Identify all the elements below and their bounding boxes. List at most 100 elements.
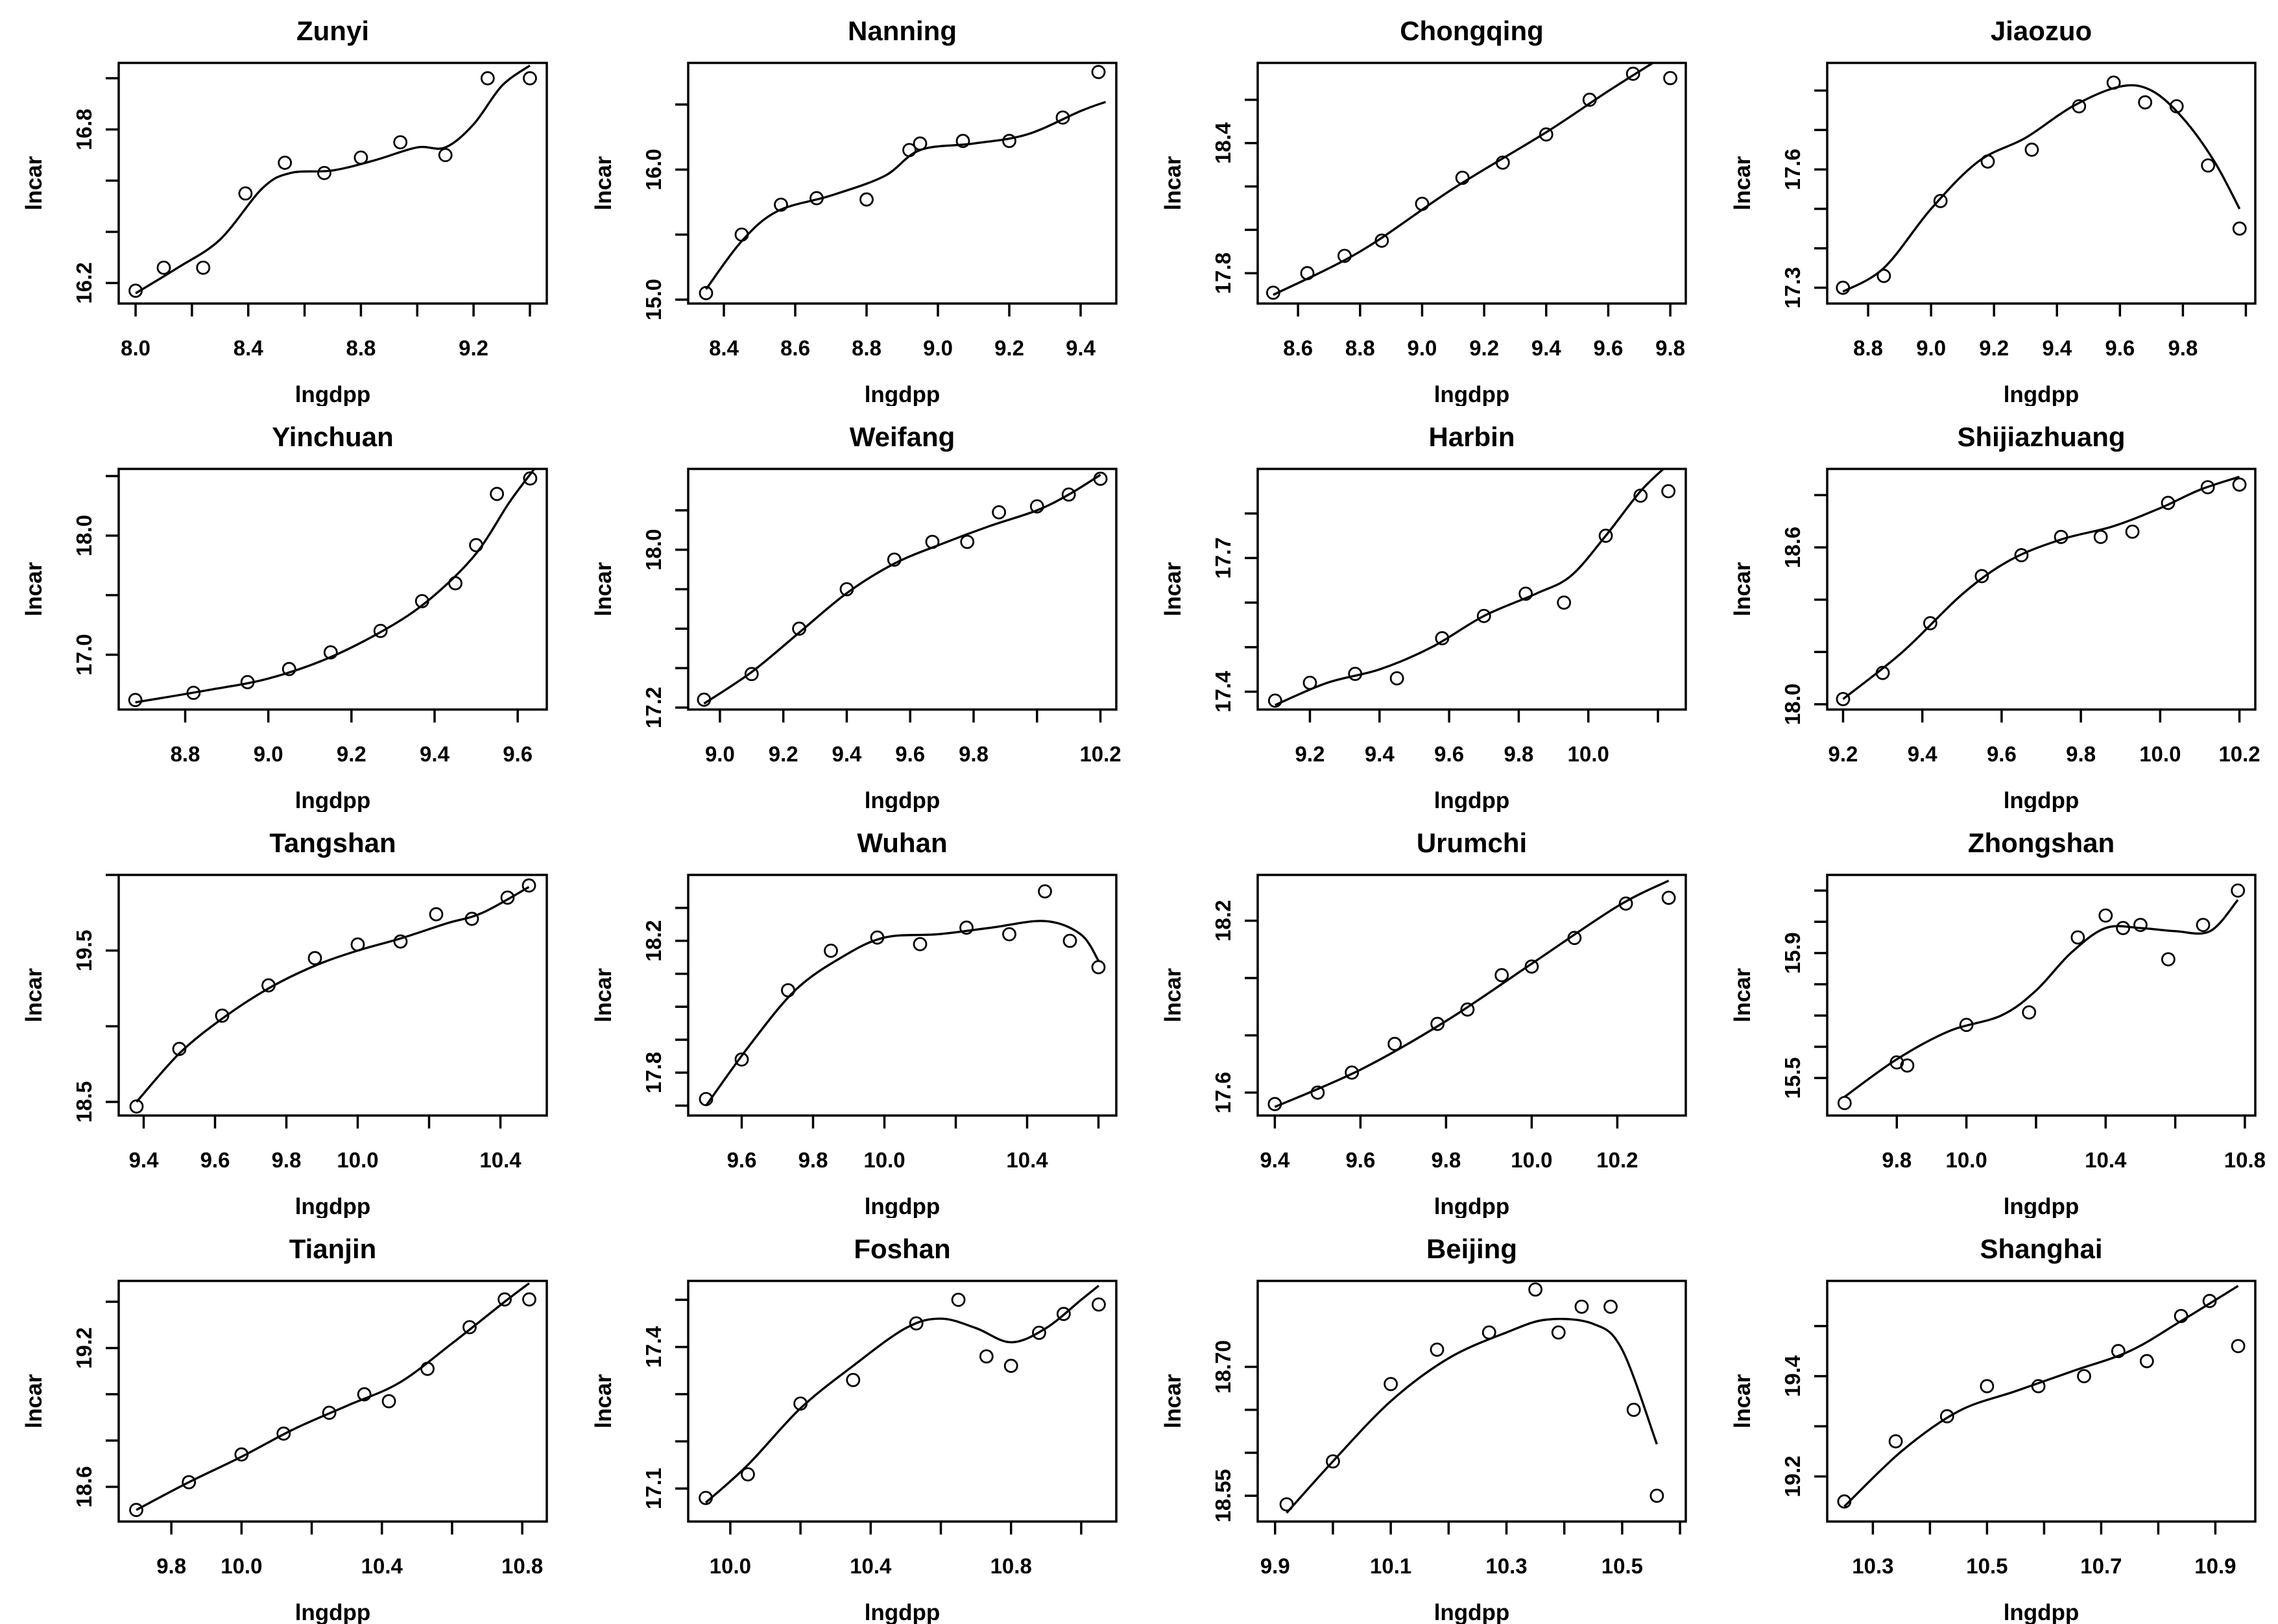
x-tick-label: 9.9 [1260, 1554, 1290, 1578]
data-point [1476, 608, 1491, 623]
x-tick-label: 10.3 [1852, 1554, 1893, 1578]
fit-curve [136, 1282, 530, 1511]
y-axis-title: lncar [591, 562, 616, 616]
x-tick-label: 9.4 [129, 1148, 160, 1172]
data-point [2125, 524, 2140, 539]
x-tick-label: 9.8 [156, 1554, 186, 1578]
data-point [2133, 918, 2148, 932]
data-point [1056, 1307, 1071, 1321]
x-tick-label: 10.8 [990, 1554, 1032, 1578]
data-point [1836, 280, 1851, 295]
plot-canvas-shanghai: Shanghai 10.3 10.5 10.7 10.9 19.2 19.4 lngdpp ln… [1730, 1234, 2257, 1624]
x-tick-label: 9.2 [1469, 336, 1499, 360]
data-point [1524, 959, 1539, 974]
fit-curve [1843, 899, 2239, 1098]
plot-canvas-tianjin: Tianjin 9.8 10.0 10.4 10.8 18.6 19.2 lngdpp lnca… [21, 1234, 548, 1624]
x-tick-label: 10.0 [2139, 742, 2181, 766]
x-tick-label: 10.8 [501, 1554, 543, 1578]
x-tick-label: 9.0 [1916, 336, 1946, 360]
y-tick-label: 18.70 [1211, 1340, 1235, 1394]
data-point [2161, 952, 2176, 966]
fit-curve [1274, 879, 1670, 1108]
x-axis-title: lngdpp [1434, 788, 1510, 812]
data-point [992, 505, 1007, 519]
plot-box [1826, 1280, 2257, 1523]
y-tick-label: 18.4 [1211, 122, 1235, 164]
plot-title: Harbin [1428, 422, 1515, 452]
x-axis-title: lngdpp [2004, 788, 2080, 812]
plot-box [1826, 468, 2257, 711]
data-point [1836, 691, 1851, 706]
subplot-beijing: Beijing 9.9 10.1 10.3 10.5 18.55 18.70 lngdpp ln… [1139, 1218, 1709, 1624]
data-point [697, 692, 712, 707]
plot-canvas-nanning: Nanning 8.4 8.6 8.8 9.0 9.2 9.4 15.0 16.0 lngdpp l… [591, 16, 1118, 406]
data-point [960, 534, 975, 549]
data-point [1310, 1085, 1325, 1100]
x-tick-label: 9.6 [503, 742, 533, 766]
y-tick-label: 19.4 [1780, 1355, 1804, 1397]
fit-curve [705, 920, 1099, 1106]
y-axis-title: lncar [591, 1374, 616, 1428]
data-point [2232, 221, 2247, 236]
x-tick-label: 9.0 [705, 742, 735, 766]
x-tick-label: 10.2 [1079, 742, 1121, 766]
y-axis-title: lncar [1160, 156, 1186, 210]
fit-curve [1275, 469, 1666, 706]
data-point [323, 645, 338, 660]
plot-canvas-shijiazhuang: Shijiazhuang 9.2 9.4 9.6 9.8 10.0 10.2 18.0 18.6… [1730, 422, 2260, 812]
x-axis-title: lngdpp [865, 382, 941, 406]
data-point [1374, 233, 1389, 248]
data-point [1539, 127, 1553, 142]
data-point [1574, 1299, 1589, 1314]
data-point [420, 1361, 435, 1376]
data-point [2022, 1005, 2037, 1020]
y-tick-label: 17.0 [72, 634, 96, 675]
data-point [887, 552, 902, 567]
data-point [1481, 1325, 1496, 1340]
subplot-harbin: Harbin 9.2 9.4 9.6 9.8 10.0 17.4 17.7 lngdpp lnca… [1139, 406, 1709, 812]
y-tick-label: 18.6 [1780, 527, 1804, 568]
y-axis-title: lncar [1730, 156, 1755, 210]
x-tick-label: 9.8 [272, 1148, 302, 1172]
fit-curve [1842, 84, 2241, 293]
y-tick-label: 19.2 [72, 1327, 96, 1368]
data-point [1267, 693, 1282, 708]
y-tick-label: 18.6 [72, 1466, 96, 1507]
x-tick-label: 8.8 [852, 336, 881, 360]
data-point [1837, 1494, 1852, 1509]
x-tick-label: 9.0 [923, 336, 953, 360]
x-axis-title: lngdpp [1434, 1194, 1510, 1218]
plot-canvas-zhongshan: Zhongshan 9.8 10.0 10.4 10.8 15.5 15.9 lngdpp ln… [1730, 828, 2266, 1218]
subplot-urumchi: Urumchi 9.4 9.6 9.8 10.0 10.2 17.6 18.2 lngdpp ln… [1139, 812, 1709, 1218]
x-tick-label: 10.4 [1006, 1148, 1048, 1172]
data-point [1415, 197, 1430, 211]
data-point [196, 260, 211, 275]
x-tick-label: 9.4 [2042, 336, 2072, 360]
subplot-shijiazhuang: Shijiazhuang 9.2 9.4 9.6 9.8 10.0 10.2 18.0 18.6… [1709, 406, 2278, 812]
data-point [699, 1490, 713, 1505]
y-tick-label: 18.0 [641, 529, 665, 571]
y-tick-label: 18.5 [72, 1081, 96, 1123]
data-point [2054, 529, 2068, 544]
x-tick-label: 9.6 [1593, 336, 1623, 360]
subplot-chongqing: Chongqing 8.6 8.8 9.0 9.2 9.4 9.6 9.8 17.8 18.4 ln… [1139, 0, 1709, 406]
x-tick-label: 9.4 [1066, 336, 1096, 360]
plot-box [687, 468, 1118, 711]
y-tick-label: 18.0 [1780, 684, 1804, 725]
data-point [1876, 269, 1891, 283]
data-point [792, 621, 807, 636]
plot-box [1256, 468, 1687, 711]
data-point [2098, 908, 2113, 923]
data-point [1557, 595, 1572, 610]
y-tick-label: 16.8 [72, 108, 96, 150]
data-point [1387, 1036, 1402, 1051]
data-point [824, 943, 838, 958]
data-point [2169, 99, 2184, 113]
x-tick-label: 9.2 [769, 742, 798, 766]
data-point [699, 286, 713, 300]
data-point [846, 1372, 861, 1387]
x-tick-label: 8.8 [1345, 336, 1375, 360]
data-point [1092, 1297, 1106, 1312]
data-point [2024, 142, 2039, 157]
data-point [1528, 1282, 1543, 1297]
